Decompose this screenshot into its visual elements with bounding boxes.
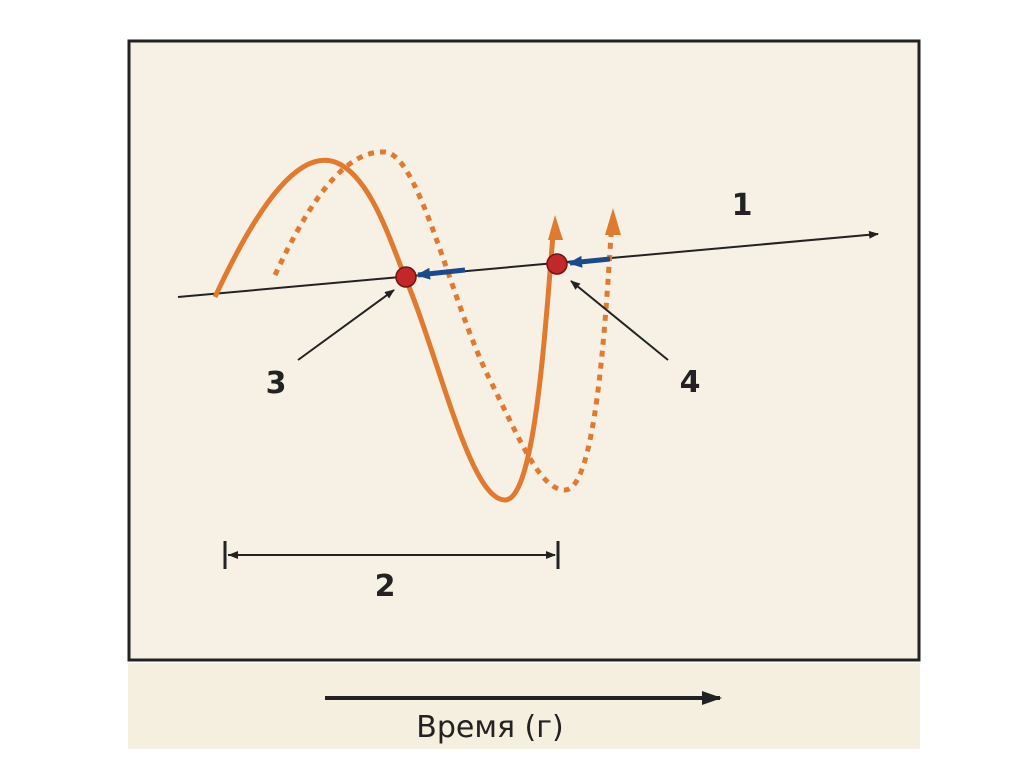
point-3	[395, 266, 417, 288]
wave-dashed-head	[605, 208, 621, 235]
line-1	[177, 230, 879, 298]
axis-strip	[128, 663, 920, 749]
wave-solid	[212, 157, 556, 503]
pointer-3	[297, 289, 395, 361]
pointer-4	[570, 280, 669, 361]
axis-label: Время (г)	[416, 710, 563, 745]
label-2: 2	[375, 569, 396, 604]
label-3: 3	[266, 366, 287, 401]
shift-arrow	[568, 255, 611, 268]
panel	[127, 39, 921, 662]
label-4: 4	[680, 365, 701, 400]
point-4	[546, 253, 568, 275]
shift-arrow	[416, 267, 466, 280]
wave-solid-head	[548, 215, 563, 240]
span-head	[228, 551, 238, 559]
label-1: 1	[732, 188, 753, 223]
